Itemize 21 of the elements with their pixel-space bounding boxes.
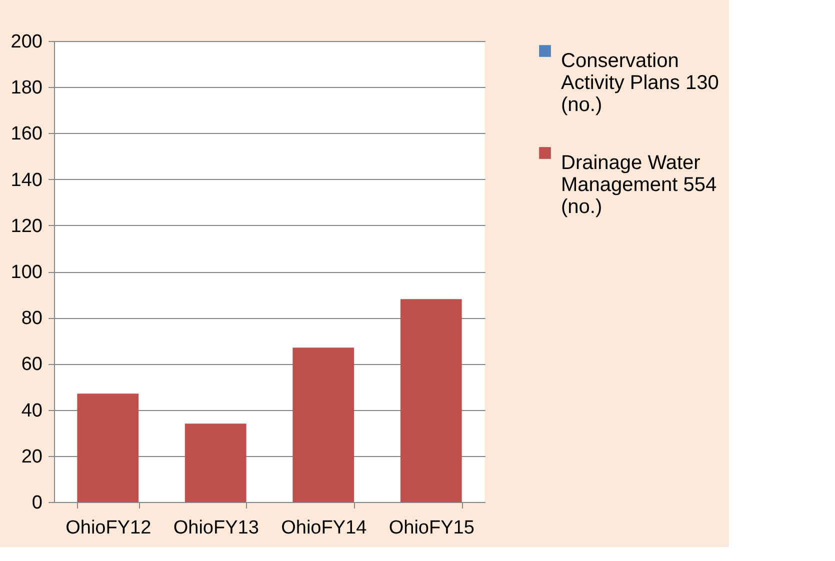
y-tick-label: 80 [21, 308, 42, 330]
y-tick-label: 180 [10, 78, 42, 99]
x-tick-label: OhioFY14 [281, 518, 368, 538]
y-tick-label: 60 [21, 354, 42, 376]
y-tick-label: 100 [10, 262, 42, 283]
legend-label: Conservation Activity Plans 130 (no.) [561, 50, 719, 116]
x-tick-label: OhioFY15 [388, 518, 474, 538]
bar [400, 299, 462, 502]
legend-label: Drainage Water Management 554 (no.) [561, 152, 717, 218]
x-tick-label: OhioFY13 [173, 518, 259, 538]
y-tick-label: 200 [10, 32, 42, 52]
y-tick-label: 40 [21, 400, 42, 422]
y-tick-label: 20 [21, 446, 42, 468]
bar [77, 394, 139, 502]
y-tick-label: 0 [32, 492, 42, 514]
y-tick-label: 120 [10, 216, 42, 237]
y-tick-label: 140 [10, 170, 42, 191]
y-tick-label: 160 [10, 124, 42, 145]
bar [292, 348, 354, 502]
x-tick-label: OhioFY12 [66, 518, 152, 538]
bar [184, 424, 246, 502]
